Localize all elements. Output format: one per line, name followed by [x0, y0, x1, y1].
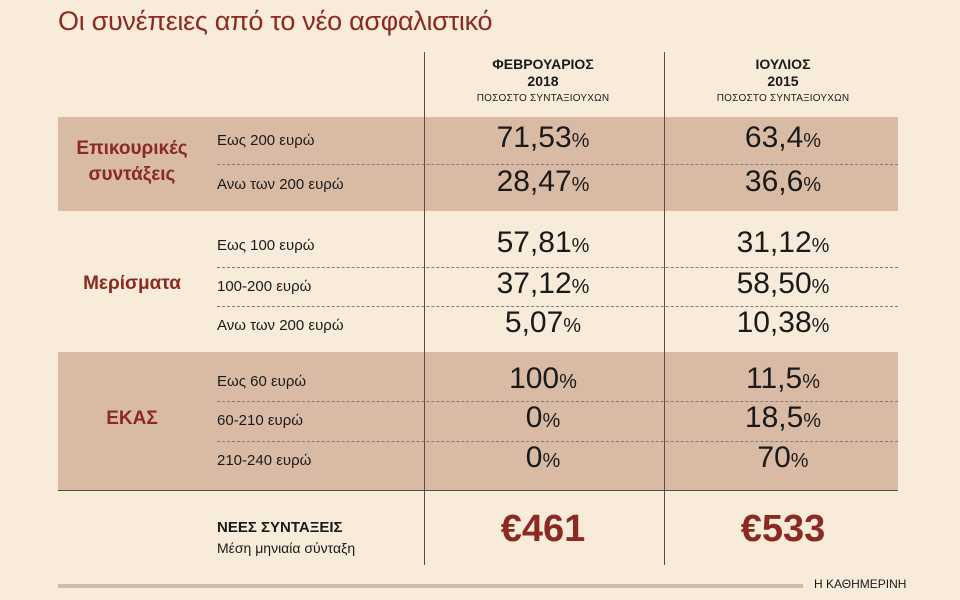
value-2015: 31,12%	[736, 226, 830, 259]
row-separator	[217, 164, 898, 165]
summary-divider	[58, 490, 898, 491]
new-pensions-sublabel: Μέση μηνιαία σύνταξη	[217, 540, 356, 556]
value-2015: 18,5%	[744, 401, 822, 434]
value-2018: 5,07%	[504, 306, 582, 339]
row-label: Εως 60 ευρώ	[217, 373, 307, 390]
row-separator	[217, 267, 898, 268]
value-2018: 100%	[509, 362, 577, 395]
column-header-2015: ΙΟΥΛΙΟΣ 2015 ΠΟΣΟΣΤΟ ΣΥΝΤΑΞΙΟΥΧΩΝ	[683, 56, 883, 104]
source-credit: Η ΚΑΘΗΜΕΡΙΝΗ	[814, 577, 907, 591]
row-label: Ανω των 200 ευρώ	[217, 176, 344, 193]
value-2015: 63,4%	[744, 121, 822, 154]
row-label: Εως 100 ευρώ	[217, 237, 315, 254]
page-title: Οι συνέπειες από το νέο ασφαλιστικό	[58, 6, 493, 36]
avg-pension-2018: €461	[500, 508, 586, 550]
value-2018: 28,47%	[496, 165, 590, 198]
row-separator	[217, 306, 898, 307]
row-separator	[217, 441, 898, 442]
value-2018: 0%	[525, 401, 561, 434]
new-pensions-label-block: ΝΕΕΣ ΣΥΝΤΑΞΕΙΣ Μέση μηνιαία σύνταξη	[217, 519, 355, 556]
row-separator	[217, 401, 898, 402]
group-label-dividends: Μερίσματα	[83, 273, 181, 294]
row-label: Ανω των 200 ευρώ	[217, 317, 344, 334]
column-header-2018-month: ΦΕΒΡΟΥΑΡΙΟΣ	[492, 56, 594, 72]
column-header-2015-year: 2015	[767, 73, 799, 89]
value-2015: 70%	[757, 441, 809, 474]
value-2015: 11,5%	[746, 362, 820, 395]
row-label: 100-200 ευρώ	[217, 278, 312, 295]
column-header-2015-sub: ΠΟΣΟΣΤΟ ΣΥΝΤΑΞΙΟΥΧΩΝ	[716, 93, 850, 104]
value-2015: 36,6%	[744, 165, 822, 198]
value-2018: 71,53%	[496, 121, 590, 154]
group-band-ekas	[58, 352, 898, 490]
value-2015: 10,38%	[736, 306, 830, 339]
value-2015: 58,50%	[736, 267, 830, 300]
group-label-ekas: ΕΚΑΣ	[106, 408, 158, 429]
row-label: 210-240 ευρώ	[217, 452, 312, 469]
column-header-2015-month: ΙΟΥΛΙΟΣ	[755, 56, 811, 72]
column-header-2018-year: 2018	[527, 73, 559, 89]
value-2018: 0%	[525, 441, 561, 474]
value-2018: 57,81%	[496, 226, 590, 259]
value-2018: 37,12%	[496, 267, 590, 300]
new-pensions-label: ΝΕΕΣ ΣΥΝΤΑΞΕΙΣ	[217, 519, 343, 536]
column-divider-right	[664, 52, 665, 565]
footer-rule	[58, 584, 803, 588]
column-header-2018: ΦΕΒΡΟΥΑΡΙΟΣ 2018 ΠΟΣΟΣΤΟ ΣΥΝΤΑΞΙΟΥΧΩΝ	[443, 56, 643, 104]
avg-pension-2015: €533	[740, 508, 826, 550]
column-header-2018-sub: ΠΟΣΟΣΤΟ ΣΥΝΤΑΞΙΟΥΧΩΝ	[476, 93, 610, 104]
column-divider-left	[424, 52, 425, 565]
row-label: Εως 200 ευρώ	[217, 132, 315, 149]
group-label-supplementary: Επικουρικές συντάξεις	[76, 138, 188, 185]
row-label: 60-210 ευρώ	[217, 412, 304, 429]
